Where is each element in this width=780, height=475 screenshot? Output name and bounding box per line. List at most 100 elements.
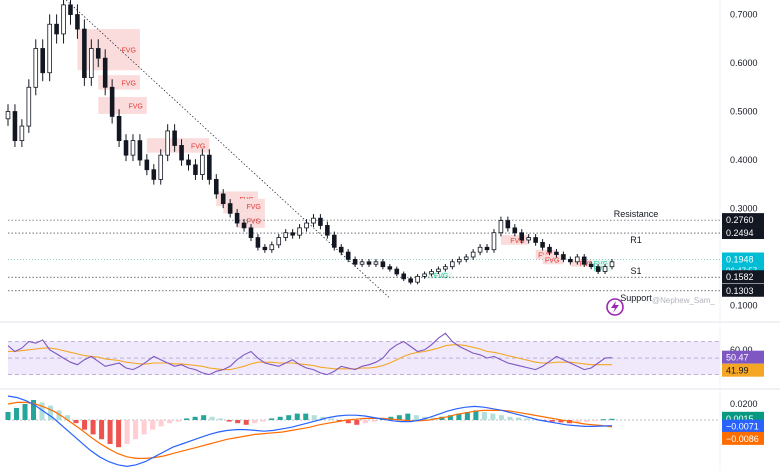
candle-body[interactable] [429,271,434,275]
candle-body[interactable] [387,266,393,270]
macd-histogram-bar [328,418,334,420]
candle-body[interactable] [574,256,580,263]
candle-body[interactable] [456,258,462,263]
candle-body[interactable] [262,246,268,251]
price-pane[interactable]: 0.70000.60000.50000.40000.30000.1000FVGF… [5,0,758,310]
candle-body[interactable] [408,278,413,283]
macd-histogram-bar [592,420,598,421]
candle-body[interactable] [366,261,372,265]
candle-body[interactable] [491,232,497,251]
candle-body[interactable] [318,217,323,226]
candle-body[interactable] [102,57,108,88]
candle-body[interactable] [75,14,80,30]
candle-body[interactable] [33,48,39,88]
candle-body[interactable] [588,263,594,268]
candle-body[interactable] [436,268,441,272]
candle-body[interactable] [137,140,143,161]
candle-body[interactable] [338,246,344,253]
candle-body[interactable] [82,28,87,78]
candle-body[interactable] [248,227,254,238]
macd-histogram-bar [56,410,62,420]
candle-body[interactable] [422,273,427,277]
candle-body[interactable] [547,246,552,253]
candle-body[interactable] [561,254,566,260]
candle-body[interactable] [332,234,337,248]
candle-body[interactable] [40,48,46,74]
candle-body[interactable] [470,251,476,258]
candle-body[interactable] [602,266,608,272]
candle-body[interactable] [519,232,525,241]
candle-body[interactable] [151,169,157,180]
candle-body[interactable] [373,261,379,265]
candle-body[interactable] [394,268,400,275]
candle-body[interactable] [186,159,191,166]
candle-body[interactable] [213,178,219,195]
candle-body[interactable] [554,251,559,255]
candle-body[interactable] [526,237,531,241]
candle-body[interactable] [443,266,448,270]
candle-body[interactable] [193,164,198,175]
candle-body[interactable] [234,212,240,224]
candle-body[interactable] [12,111,18,142]
candle-body[interactable] [512,227,518,234]
candle-body[interactable] [477,246,483,253]
candle-body[interactable] [5,111,11,120]
candle-body[interactable] [290,232,295,236]
candle-body[interactable] [283,232,288,238]
candle-body[interactable] [207,154,212,180]
candle-body[interactable] [255,237,261,248]
candle-body[interactable] [227,203,233,214]
resistance-price-tag-bg [722,213,764,227]
candle-body[interactable] [123,140,129,156]
candle-body[interactable] [165,130,170,156]
candle-body[interactable] [609,261,615,268]
candle-body[interactable] [484,246,490,251]
candle-body[interactable] [463,256,469,260]
candle-body[interactable] [450,261,455,268]
candle-body[interactable] [311,217,316,224]
candle-body[interactable] [89,48,94,78]
candle-body[interactable] [61,4,66,35]
candle-body[interactable] [533,237,538,243]
candle-body[interactable] [345,251,351,260]
candle-body[interactable] [26,86,32,127]
candle-body[interactable] [116,115,122,142]
macd-histogram-bar [107,420,113,444]
candle-body[interactable] [172,130,177,146]
candle-body[interactable] [401,273,407,280]
candle-body[interactable] [498,220,504,234]
candle-body[interactable] [144,159,150,171]
candle-body[interactable] [200,154,205,175]
candle-body[interactable] [415,275,420,283]
candle-body[interactable] [269,244,275,251]
candle-body[interactable] [276,237,282,246]
trendline[interactable] [64,0,391,299]
candle-body[interactable] [595,266,601,272]
candle-body[interactable] [359,261,365,265]
candle-body[interactable] [47,23,52,74]
candle-body[interactable] [380,261,386,268]
candle-body[interactable] [581,256,587,265]
candle-body[interactable] [54,23,59,35]
macd-histogram-bar [558,420,564,423]
candle-body[interactable] [19,125,25,142]
candle-body[interactable] [220,193,226,205]
candle-body[interactable] [505,220,511,229]
candle-body[interactable] [540,242,545,248]
candle-body[interactable] [352,258,358,265]
candle-body[interactable] [68,4,73,15]
candle-body[interactable] [241,222,247,229]
candle-body[interactable] [568,258,573,263]
candle-body[interactable] [297,227,302,236]
candle-body[interactable] [109,86,115,117]
candle-body[interactable] [158,154,164,180]
candle-body[interactable] [130,140,136,156]
candle-body[interactable] [304,222,309,229]
candle-body[interactable] [95,48,101,59]
macd-pane[interactable]: 0.0200 0.0015−0.0071 −0.0086 [5,395,764,468]
candle-body[interactable] [179,145,184,161]
candle-body[interactable] [325,225,330,236]
